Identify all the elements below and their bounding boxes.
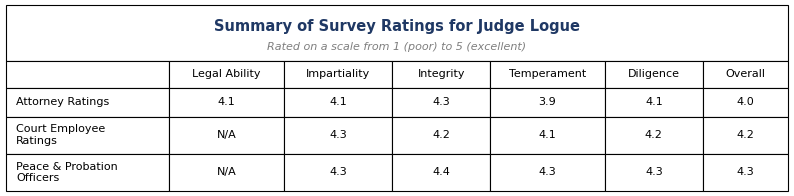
Bar bbox=[6, 154, 169, 191]
Text: 4.2: 4.2 bbox=[645, 130, 663, 140]
Bar bbox=[490, 154, 605, 191]
Bar bbox=[605, 154, 703, 191]
Text: 4.1: 4.1 bbox=[538, 130, 557, 140]
Text: Impartiality: Impartiality bbox=[306, 69, 370, 79]
Bar bbox=[703, 88, 788, 117]
Text: 4.1: 4.1 bbox=[218, 97, 235, 107]
Bar bbox=[392, 61, 490, 88]
Text: N/A: N/A bbox=[217, 130, 237, 140]
Text: Diligence: Diligence bbox=[628, 69, 680, 79]
Text: Rated on a scale from 1 (poor) to 5 (excellent): Rated on a scale from 1 (poor) to 5 (exc… bbox=[268, 42, 526, 52]
Bar bbox=[6, 88, 169, 117]
Text: 4.3: 4.3 bbox=[538, 167, 557, 178]
Bar bbox=[392, 154, 490, 191]
Bar bbox=[605, 88, 703, 117]
Bar bbox=[284, 154, 392, 191]
Text: Integrity: Integrity bbox=[418, 69, 465, 79]
Bar bbox=[605, 117, 703, 154]
Text: 4.2: 4.2 bbox=[736, 130, 754, 140]
Text: 3.9: 3.9 bbox=[538, 97, 557, 107]
Text: 4.1: 4.1 bbox=[645, 97, 663, 107]
Text: 4.3: 4.3 bbox=[330, 167, 347, 178]
Bar bbox=[490, 61, 605, 88]
Text: 4.3: 4.3 bbox=[645, 167, 663, 178]
Bar bbox=[392, 117, 490, 154]
Text: 4.1: 4.1 bbox=[330, 97, 347, 107]
Text: Attorney Ratings: Attorney Ratings bbox=[16, 97, 109, 107]
Bar bbox=[6, 5, 788, 61]
Text: 4.3: 4.3 bbox=[330, 130, 347, 140]
Bar bbox=[169, 117, 284, 154]
Text: 4.0: 4.0 bbox=[736, 97, 754, 107]
Bar bbox=[703, 61, 788, 88]
Text: 4.4: 4.4 bbox=[432, 167, 450, 178]
Bar bbox=[6, 117, 169, 154]
Text: Temperament: Temperament bbox=[509, 69, 586, 79]
Text: Summary of Survey Ratings for Judge Logue: Summary of Survey Ratings for Judge Logu… bbox=[214, 19, 580, 34]
Bar bbox=[284, 117, 392, 154]
Text: Legal Ability: Legal Ability bbox=[192, 69, 260, 79]
Text: 4.3: 4.3 bbox=[736, 167, 754, 178]
Text: Court Employee
Ratings: Court Employee Ratings bbox=[16, 124, 105, 146]
Bar bbox=[169, 88, 284, 117]
Bar bbox=[490, 117, 605, 154]
Bar bbox=[605, 61, 703, 88]
Bar bbox=[490, 88, 605, 117]
Text: Overall: Overall bbox=[725, 69, 765, 79]
Bar bbox=[169, 154, 284, 191]
Text: 4.2: 4.2 bbox=[432, 130, 450, 140]
Text: N/A: N/A bbox=[217, 167, 237, 178]
Bar bbox=[703, 117, 788, 154]
Bar bbox=[703, 154, 788, 191]
Bar bbox=[169, 61, 284, 88]
Bar bbox=[392, 88, 490, 117]
Bar bbox=[284, 88, 392, 117]
Text: 4.3: 4.3 bbox=[432, 97, 450, 107]
Bar bbox=[6, 61, 169, 88]
Bar bbox=[284, 61, 392, 88]
Text: Peace & Probation
Officers: Peace & Probation Officers bbox=[16, 162, 118, 183]
